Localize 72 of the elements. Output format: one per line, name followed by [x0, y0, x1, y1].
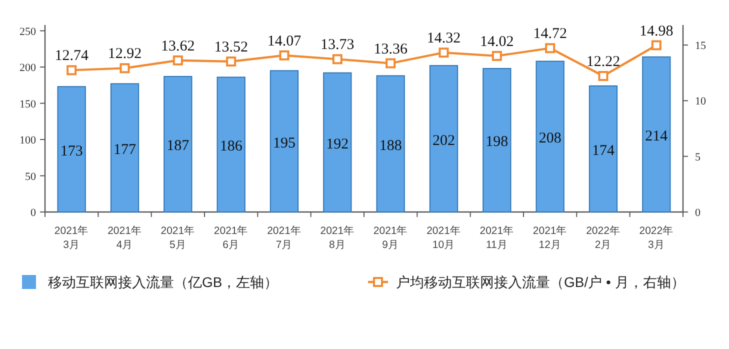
bar	[323, 72, 352, 212]
data-label: 14.98	[640, 23, 674, 40]
x-tick-label: 2021年 3月	[54, 225, 89, 251]
bar	[482, 68, 512, 212]
point	[598, 70, 608, 81]
bar	[216, 76, 246, 212]
x-tick-label: 2021年 7月	[267, 225, 302, 251]
bar	[270, 70, 299, 212]
bar	[164, 76, 192, 212]
bar	[57, 86, 86, 212]
data-label: 177	[114, 142, 136, 158]
x-tick-label: 2022年 3月	[639, 225, 674, 251]
data-label: 13.52	[214, 40, 248, 56]
data-label: 13.62	[161, 38, 195, 54]
data-label: 195	[273, 135, 296, 152]
data-label: 187	[166, 138, 190, 154]
data-label: 14.32	[426, 30, 461, 47]
y2-tick-label: 5	[695, 151, 701, 164]
data-label: 186	[220, 138, 243, 155]
data-label: 13.73	[320, 37, 354, 54]
legend-label: 户均移动互联网接入流量（GB/户 • 月，右轴）	[396, 274, 685, 290]
data-label: 14.07	[267, 33, 302, 50]
y-tick-label: 0	[30, 207, 36, 219]
data-label: 14.72	[533, 26, 567, 42]
data-label: 12.22	[586, 54, 620, 70]
data-label: 13.36	[374, 41, 408, 58]
legend-label: 移动互联网接入流量（亿GB，左轴）	[48, 274, 278, 290]
bar	[376, 75, 405, 212]
point	[651, 40, 662, 50]
data-label: 208	[538, 130, 562, 147]
x-tick-label: 2021年 4月	[108, 225, 142, 251]
point	[172, 55, 183, 66]
y-tick-label: 150	[20, 98, 36, 110]
y-tick-label: 250	[20, 26, 36, 38]
data-label: 188	[379, 138, 402, 154]
data-label: 198	[486, 134, 508, 150]
point	[66, 65, 77, 76]
data-label: 174	[592, 142, 615, 159]
point	[492, 50, 502, 61]
point	[226, 56, 236, 67]
point	[332, 54, 342, 64]
data-label: 192	[326, 136, 349, 152]
point	[386, 58, 396, 68]
y-tick-label: 100	[20, 134, 36, 147]
x-tick-label: 2021年 6月	[214, 225, 248, 251]
data-label: 173	[60, 143, 83, 160]
data-label: 202	[432, 132, 455, 149]
data-label: 214	[645, 128, 668, 144]
y2-tick-label: 15	[695, 40, 706, 52]
bar	[110, 83, 140, 212]
point	[545, 43, 556, 54]
bar	[536, 60, 564, 212]
x-tick-label: 2021年 9月	[373, 225, 408, 251]
x-tick-label: 2021年 10月	[426, 225, 461, 251]
point	[438, 48, 449, 58]
bar	[429, 65, 458, 212]
x-tick-label: 2021年 12月	[532, 225, 568, 251]
y2-tick-label: 10	[695, 96, 706, 108]
data-label: 14.02	[480, 34, 514, 50]
x-tick-label: 2021年 8月	[320, 225, 355, 251]
bar	[588, 85, 618, 212]
point	[279, 50, 290, 60]
data-label: 12.92	[108, 46, 142, 62]
y-tick-label: 200	[20, 62, 36, 74]
x-tick-label: 2022年 2月	[586, 225, 620, 251]
x-tick-label: 2021年 11月	[480, 225, 514, 251]
data-label: 12.74	[54, 48, 89, 64]
y2-tick-label: 0	[695, 207, 701, 219]
y-tick-label: 50	[25, 170, 36, 183]
point	[120, 63, 130, 74]
bar	[642, 56, 671, 212]
x-tick-label: 2021年 5月	[160, 225, 196, 251]
